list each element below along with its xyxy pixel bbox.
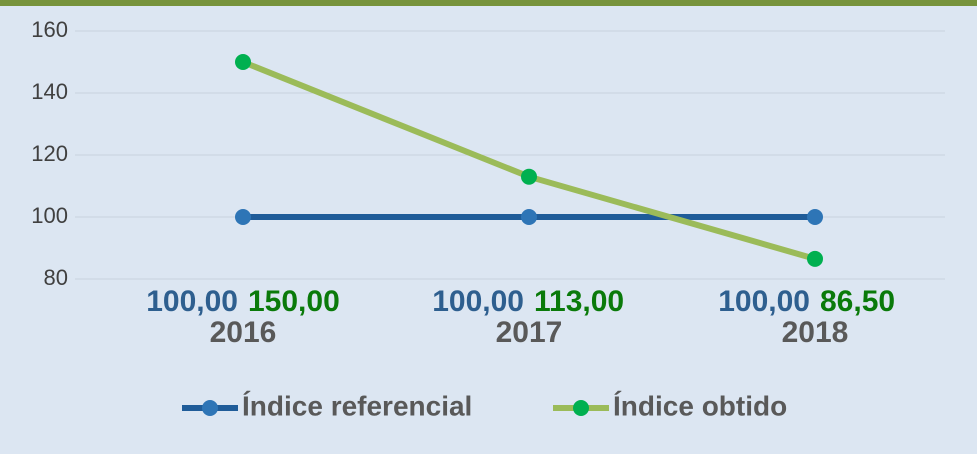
marker — [521, 168, 537, 185]
marker — [521, 209, 537, 225]
marker — [807, 209, 823, 225]
y-tick-label: 100 — [31, 203, 68, 228]
data-label: 150,00 — [248, 285, 340, 318]
y-tick-label: 160 — [31, 17, 68, 42]
top-border — [0, 0, 977, 6]
legend-label: Índice referencial — [242, 390, 472, 421]
y-tick-label: 80 — [44, 265, 68, 290]
legend-marker — [202, 400, 218, 416]
data-label: 86,50 — [820, 285, 895, 318]
data-label: 113,00 — [534, 285, 624, 318]
data-label: 100,00 — [146, 285, 238, 318]
marker — [235, 54, 251, 70]
marker — [235, 209, 251, 225]
data-label: 100,00 — [718, 285, 810, 318]
legend-label: Índice obtido — [613, 390, 787, 421]
x-tick-label: 2016 — [210, 316, 277, 349]
x-tick-label: 2017 — [496, 316, 563, 349]
x-tick-label: 2018 — [782, 316, 849, 349]
data-label: 100,00 — [432, 285, 524, 318]
y-tick-label: 140 — [31, 79, 68, 104]
marker — [807, 250, 823, 267]
legend-marker — [573, 400, 589, 416]
y-tick-label: 120 — [31, 141, 68, 166]
